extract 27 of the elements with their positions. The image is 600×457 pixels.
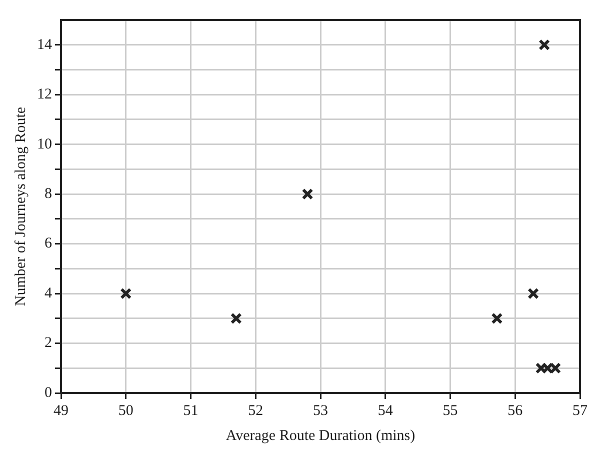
x-tick-label: 49 <box>54 402 68 419</box>
x-tick-label: 55 <box>442 402 458 419</box>
y-tick-label: 2 <box>44 335 52 352</box>
y-tick-label: 12 <box>37 86 52 103</box>
x-tick-label: 54 <box>378 402 394 419</box>
x-tick-label: 50 <box>118 402 134 419</box>
point <box>550 362 562 374</box>
point <box>491 312 503 324</box>
x-tick-label: 51 <box>183 402 198 419</box>
point <box>528 288 540 300</box>
y-tick-label: 4 <box>44 285 52 302</box>
y-tick-label: 10 <box>37 136 52 152</box>
y-tick-label: 8 <box>44 186 52 202</box>
y-axis-title: Number of Journeys along Route <box>12 106 29 306</box>
x-tick-label: 57 <box>572 402 588 419</box>
point <box>230 312 242 324</box>
x-tick-label: 53 <box>313 402 328 419</box>
y-tick-label: 0 <box>44 384 52 401</box>
point <box>120 288 132 300</box>
point <box>535 362 547 374</box>
x-tick-label: 52 <box>248 402 264 419</box>
x-axis-title: Average Route Duration (mins) <box>226 428 416 444</box>
point <box>302 188 314 200</box>
y-tick-label: 14 <box>37 36 52 53</box>
point <box>538 39 550 51</box>
x-tick-label: 56 <box>508 402 524 419</box>
y-tick-label: 6 <box>44 236 52 252</box>
